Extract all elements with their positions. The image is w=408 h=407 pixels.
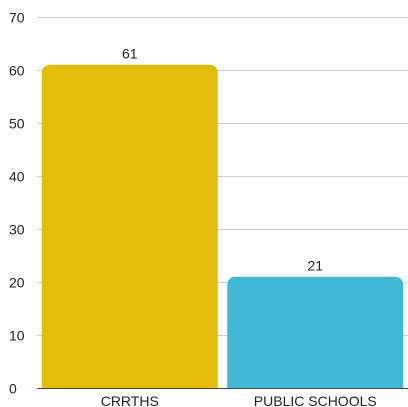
x-axis-category-labels: CRRTHS PUBLIC SCHOOLS <box>101 393 377 407</box>
bar-crrths <box>41 64 218 388</box>
data-labels: 61 21 <box>122 46 323 274</box>
y-axis-tick-labels: 0 10 20 30 40 50 60 70 <box>9 10 25 397</box>
y-tick-label: 50 <box>9 116 25 132</box>
category-label: CRRTHS <box>101 393 159 407</box>
y-tick-label: 40 <box>9 169 25 185</box>
y-tick-label: 70 <box>9 10 25 26</box>
bars <box>41 64 404 388</box>
bar-public-schools <box>227 276 404 388</box>
category-label: PUBLIC SCHOOLS <box>254 393 377 407</box>
y-tick-label: 20 <box>9 275 25 291</box>
y-tick-label: 0 <box>9 381 17 397</box>
y-tick-label: 60 <box>9 63 25 79</box>
y-tick-label: 30 <box>9 222 25 238</box>
y-tick-label: 10 <box>9 328 25 344</box>
data-label: 61 <box>122 46 138 62</box>
data-label: 21 <box>307 258 323 274</box>
